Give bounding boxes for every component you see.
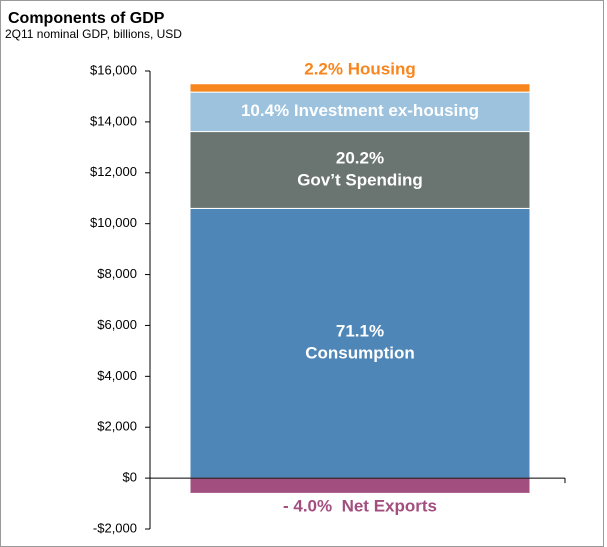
segment-name: Gov’t Spending (297, 170, 423, 189)
y-tick-label: $14,000 (90, 113, 137, 128)
y-tick-label: $6,000 (97, 317, 137, 332)
segment-share: 2.2% (304, 60, 343, 79)
bar-segment (189, 83, 531, 93)
segment-share: 20.2% (336, 148, 384, 167)
y-tick-label: $12,000 (90, 164, 137, 179)
y-tick-label: $16,000 (90, 62, 137, 77)
segment-label: 10.4% Investment ex-housing (241, 101, 479, 120)
bar-segment (189, 477, 531, 494)
segment-label: - 4.0% Net Exports (283, 497, 437, 516)
y-tick-label: -$2,000 (93, 520, 137, 535)
segment-label: 2.2% Housing (304, 60, 415, 79)
segment-name: Consumption (305, 344, 415, 363)
y-tick-label: $10,000 (90, 215, 137, 230)
y-tick-label: $0 (123, 470, 137, 485)
segment-share: 10.4% (241, 101, 289, 120)
chart-subtitle: 2Q11 nominal GDP, billions, USD (5, 27, 182, 41)
y-tick-label: $2,000 (97, 419, 137, 434)
chart-title: Components of GDP (8, 10, 165, 27)
y-tick-label: $4,000 (97, 368, 137, 383)
bar-segment (189, 207, 531, 479)
y-tick-label: $8,000 (97, 266, 137, 281)
segment-share: - 4.0% (283, 497, 332, 516)
bar-segment (189, 91, 531, 133)
segment-share: 71.1% (336, 322, 384, 341)
segment-name: Investment ex-housing (294, 101, 479, 120)
segment-name: Net Exports (342, 497, 437, 516)
segment-name: Housing (348, 60, 416, 79)
